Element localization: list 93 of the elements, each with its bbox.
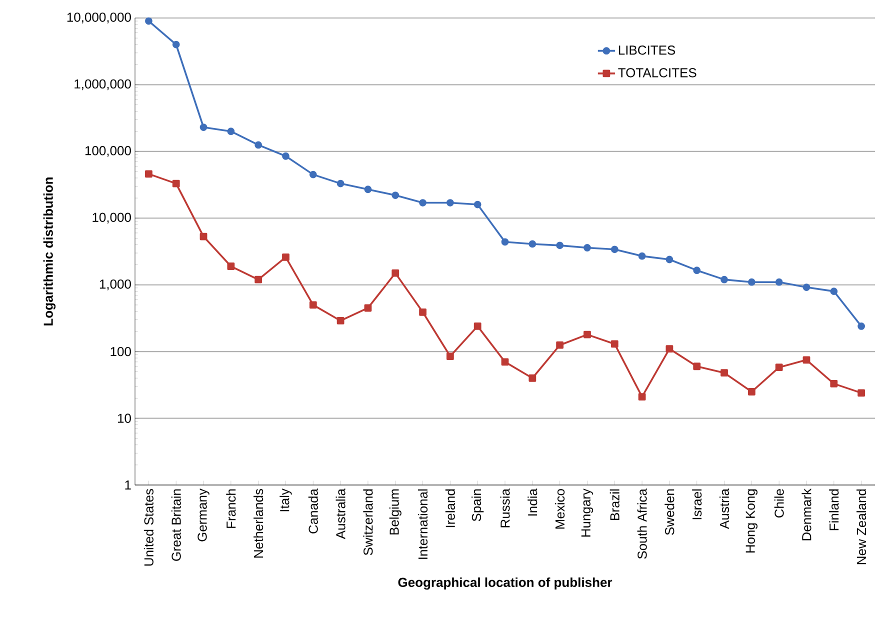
y-tick-label: 100,000: [85, 146, 131, 157]
point: [254, 276, 262, 284]
x-tick-label: Sweden: [664, 489, 674, 535]
x-tick-label: Franch: [226, 489, 236, 528]
point: [336, 317, 344, 324]
y-tick-label: 10: [118, 414, 131, 423]
x-axis-title: Geographical location of publisher: [398, 577, 612, 590]
point: [474, 322, 482, 330]
point: [584, 330, 591, 338]
point: [584, 244, 591, 252]
point: [720, 276, 728, 284]
x-tick-label: Netherlands: [254, 489, 264, 558]
legend-label: LIBCITES: [618, 46, 676, 55]
point: [830, 288, 838, 296]
x-tick-label: India: [528, 488, 538, 516]
x-tick-label: Italy: [280, 488, 292, 512]
point: [528, 374, 536, 382]
point: [392, 269, 400, 277]
point: [858, 389, 866, 397]
y-tick-label: 10,000: [92, 212, 131, 224]
x-tick-label: Austria: [719, 488, 730, 529]
point: [556, 341, 564, 349]
x-tick-label: Great Britain: [171, 489, 181, 561]
x-tick-label: Finland: [829, 489, 839, 530]
x-tick-label: Hong Kong: [746, 489, 758, 553]
point: [227, 262, 235, 270]
point: [145, 170, 152, 178]
point: [610, 340, 618, 348]
point: [309, 301, 317, 309]
point: [858, 322, 866, 330]
point: [638, 252, 646, 260]
point: [748, 278, 756, 286]
point: [145, 17, 152, 25]
point: [610, 246, 618, 254]
y-tick-label: 100: [110, 346, 131, 356]
x-tick-label: Ireland: [445, 489, 455, 528]
point: [336, 180, 344, 188]
y-axis-title: Logarithmic distribution: [43, 178, 56, 326]
point: [419, 308, 426, 316]
point: [364, 304, 372, 312]
x-tick-label: Hungary: [581, 488, 594, 537]
point: [830, 380, 838, 388]
x-tick-label: Brazil: [610, 489, 620, 520]
x-tick-label: Russia: [500, 488, 510, 528]
point: [638, 393, 646, 400]
x-tick-label: Israel: [692, 489, 702, 520]
x-tick-label: Denmark: [802, 488, 812, 540]
point: [693, 266, 701, 274]
point: [775, 278, 783, 286]
point: [282, 253, 290, 261]
x-tick-label: Germany: [198, 488, 210, 542]
y-tick-label: 10,000,000: [67, 12, 131, 24]
x-tick-label: Canada: [308, 488, 318, 534]
point: [200, 232, 208, 240]
point: [364, 186, 372, 194]
x-tick-label: Spain: [472, 489, 484, 522]
x-tick-label: United States: [144, 489, 154, 566]
x-tick-label: Mexico: [555, 489, 565, 529]
y-tick-label: 1,000: [100, 279, 131, 290]
point: [446, 352, 454, 360]
x-tick-label: Australia: [336, 488, 346, 540]
point: [802, 284, 810, 291]
point: [556, 242, 564, 250]
point: [227, 128, 235, 136]
point: [200, 124, 208, 131]
point: [172, 40, 180, 48]
point: [254, 141, 262, 149]
point: [666, 256, 674, 264]
point: [392, 192, 400, 199]
point: [693, 362, 701, 370]
point: [775, 364, 783, 372]
x-tick-label: Belgium: [389, 489, 402, 534]
x-tick-label: Switzerland: [363, 489, 373, 556]
point: [172, 180, 180, 188]
y-tick-label: 1: [125, 480, 131, 490]
point: [501, 238, 509, 246]
point: [446, 199, 454, 206]
legend-label: TOTALCITES: [618, 68, 696, 78]
x-tick-label: Chile: [774, 489, 784, 518]
x-tick-label: New Zealand: [856, 489, 866, 564]
point: [748, 388, 756, 396]
x-tick-label: South Africa: [637, 488, 647, 559]
point: [720, 369, 728, 377]
point: [474, 200, 482, 208]
point: [528, 240, 536, 248]
point: [419, 199, 426, 206]
point: [309, 170, 317, 178]
point: [501, 358, 509, 366]
point: [282, 152, 290, 160]
x-tick-label: International: [418, 489, 428, 559]
point: [666, 345, 674, 353]
point: [802, 356, 810, 364]
y-tick-label: 1,000,000: [74, 79, 131, 90]
